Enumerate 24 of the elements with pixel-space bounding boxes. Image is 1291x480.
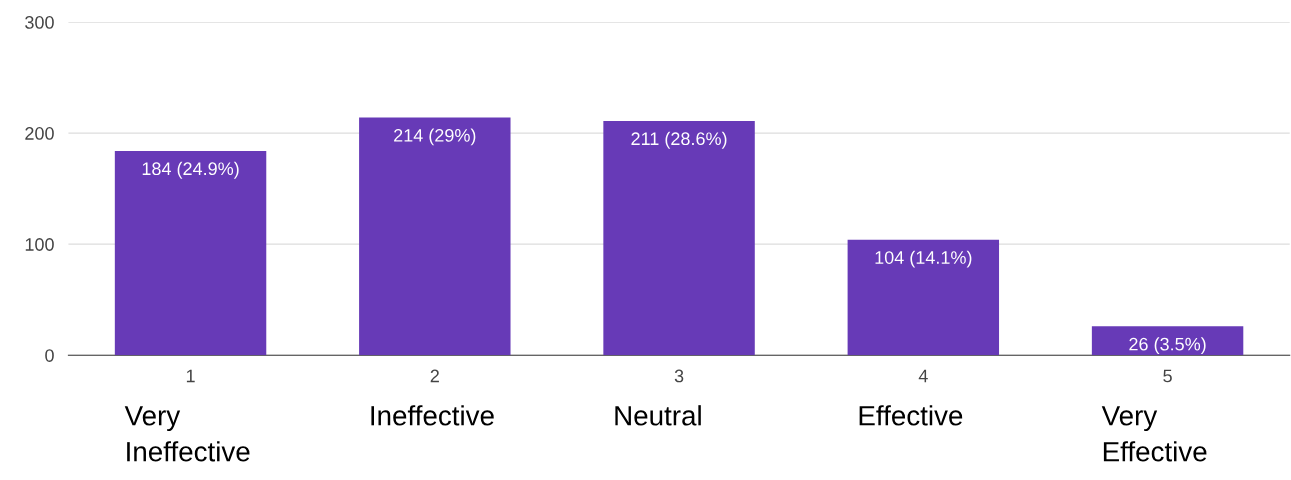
data-label: 26 (3.5%) [1129, 337, 1206, 355]
y-tick-label: 200 [25, 127, 54, 140]
bar [359, 117, 511, 356]
text: Very Ineffective [124, 406, 250, 462]
x-tick-label: 4 [918, 369, 928, 383]
data-label: 211 (28.6%) [631, 131, 727, 149]
x-tick-label: 5 [1163, 369, 1172, 383]
x-tick-label: 3 [674, 369, 684, 383]
y-tick-label: 100 [25, 238, 54, 251]
data-label: 184 (24.9%) [142, 161, 239, 179]
bar [114, 150, 267, 356]
text: Effective [859, 405, 963, 426]
text: Ineffective [371, 405, 494, 426]
text: Very Effective [1101, 406, 1207, 462]
bar [1091, 326, 1244, 356]
text: Neutral [615, 405, 701, 426]
bar [847, 239, 1000, 356]
x-tick-label: 1 [186, 369, 195, 383]
bar [603, 120, 755, 356]
y-tick-label: 300 [25, 16, 54, 29]
x-tick-label: 2 [430, 369, 439, 383]
data-label: 214 (29%) [394, 128, 476, 146]
data-label: 104 (14.1%) [875, 250, 972, 268]
y-tick-label: 0 [45, 349, 54, 362]
